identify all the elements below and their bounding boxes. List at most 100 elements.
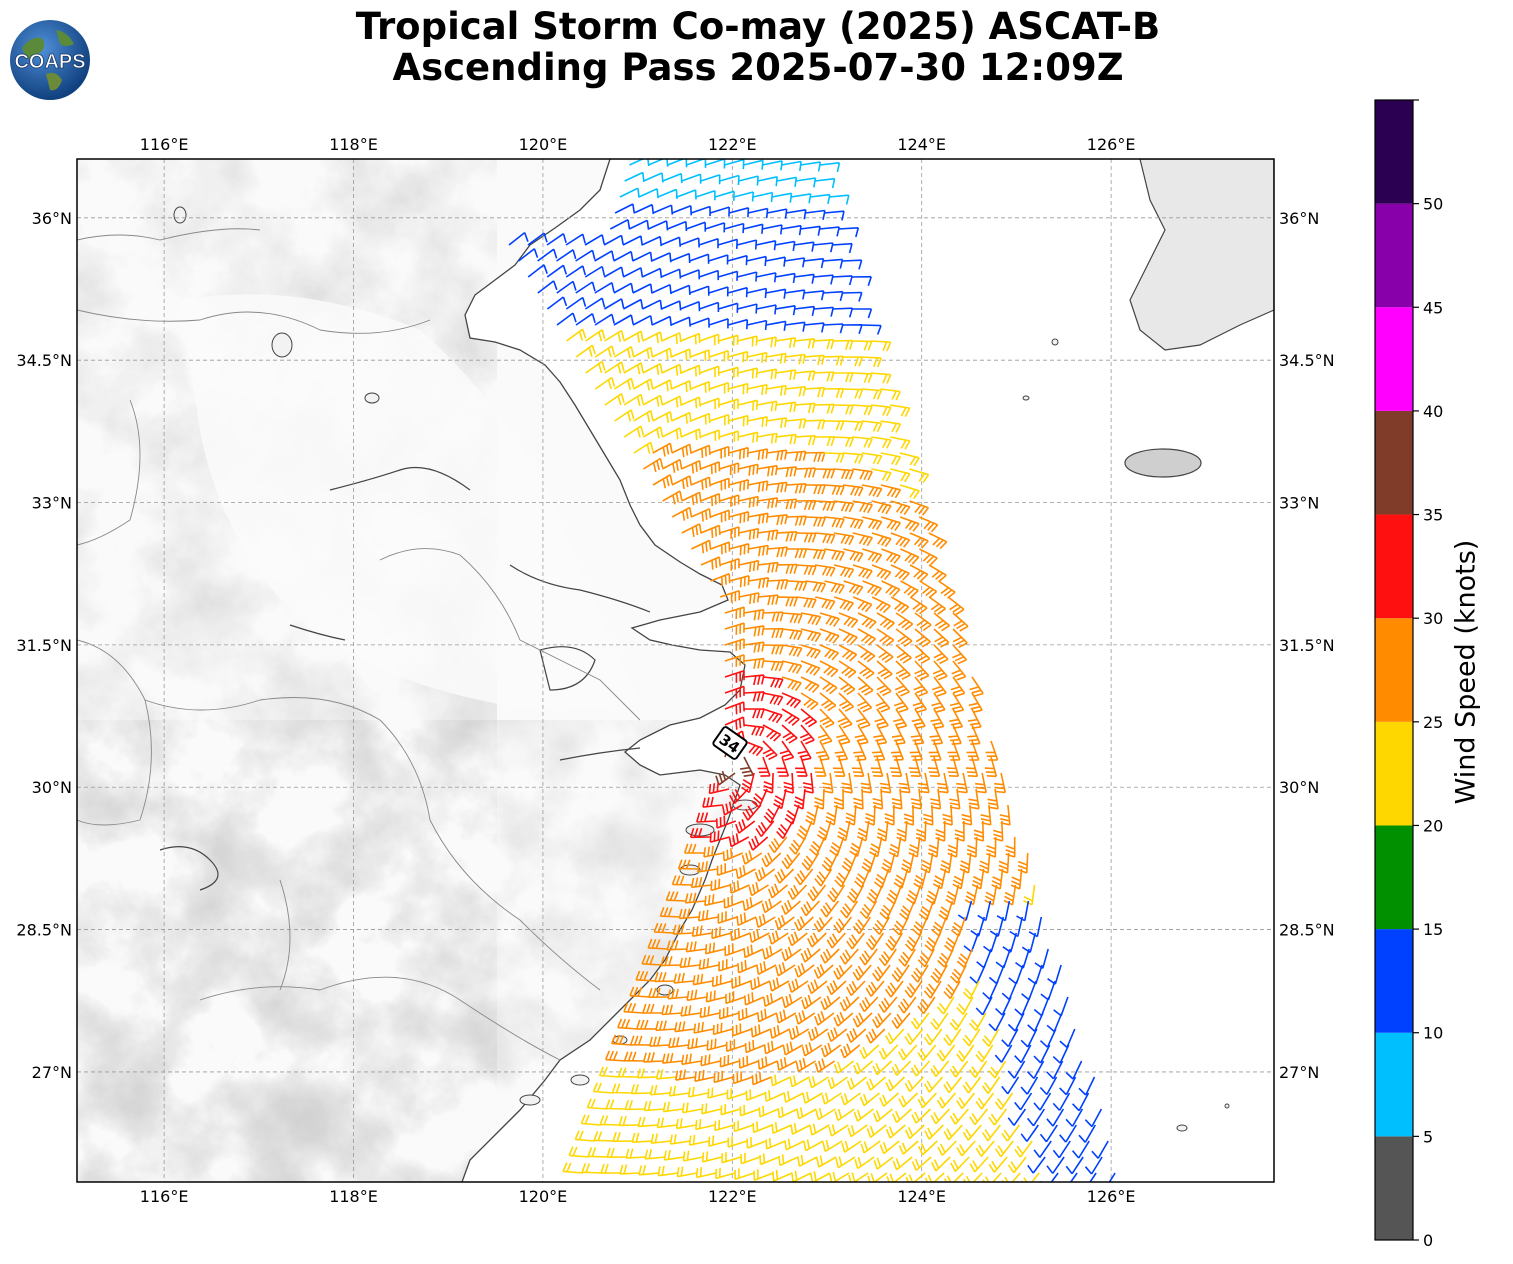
- wind-barb: [864, 804, 876, 826]
- wind-barb: [686, 989, 708, 1002]
- wind-barb: [805, 548, 827, 560]
- wind-barb: [841, 1140, 862, 1153]
- wind-barb: [841, 291, 863, 302]
- wind-barb: [771, 192, 793, 203]
- wind-barb: [904, 932, 923, 952]
- wind-barb: [718, 302, 739, 313]
- lat-tick-label-right: 31.5°N: [1279, 636, 1335, 655]
- wind-barb: [1001, 1124, 1020, 1142]
- wind-barb: [632, 346, 654, 359]
- wind-barb: [585, 329, 606, 342]
- wind-barb: [794, 963, 815, 978]
- wind-barb: [988, 1156, 1008, 1173]
- wind-barb: [537, 248, 558, 262]
- colorbar-segment: [1375, 618, 1413, 722]
- wind-barb: [768, 930, 789, 945]
- wind-barb: [633, 410, 654, 423]
- wind-barb: [1026, 1108, 1046, 1127]
- wind-barb: [708, 318, 729, 329]
- wind-barb: [857, 660, 875, 680]
- wind-barb: [758, 594, 779, 606]
- wind-barb: [923, 804, 934, 826]
- wind-barb: [762, 660, 784, 672]
- wind-barb: [644, 1149, 666, 1160]
- wind-barb: [605, 1099, 627, 1110]
- wind-barb: [924, 1124, 944, 1140]
- colorbar-tick-label: 40: [1423, 402, 1443, 421]
- wind-barb: [604, 393, 625, 406]
- wind-barb: [860, 324, 882, 335]
- wind-barb: [623, 330, 644, 343]
- wind-barb: [914, 644, 931, 664]
- wind-barb: [761, 898, 782, 914]
- chart-title: Tropical Storm Co-may (2025) ASCAT-B Asc…: [170, 6, 1346, 88]
- wind-barb: [911, 916, 929, 936]
- wind-barb: [1033, 1092, 1052, 1111]
- wind-barb: [861, 484, 883, 498]
- wind-barb: [892, 1156, 913, 1171]
- wind-barb: [949, 788, 961, 810]
- wind-barb: [837, 708, 853, 729]
- wind-barb: [643, 1100, 665, 1112]
- wind-barb: [910, 788, 922, 810]
- wind-barb: [669, 1134, 691, 1145]
- wind-barb: [776, 563, 798, 575]
- wind-barb: [779, 740, 795, 761]
- wind-barb: [1084, 1156, 1103, 1175]
- wind-barb: [622, 235, 643, 246]
- wind-barb: [714, 1119, 735, 1132]
- wind-barb: [975, 1140, 995, 1157]
- wind-barb: [796, 820, 813, 841]
- wind-barb: [854, 724, 869, 745]
- wind-barb: [853, 1060, 874, 1075]
- wind-barb: [857, 612, 877, 630]
- wind-barb: [861, 420, 883, 433]
- wind-barb: [908, 756, 922, 777]
- wind-barb: [740, 772, 755, 794]
- wind-barb: [930, 708, 945, 729]
- colorbar-tick-label: 0: [1423, 1231, 1433, 1250]
- wind-barb: [752, 191, 774, 203]
- wind-barb: [699, 365, 720, 378]
- colorbar-segment: [1375, 929, 1413, 1033]
- wind-barb: [807, 1026, 829, 1042]
- wind-barb: [1065, 1156, 1084, 1175]
- wind-barb: [935, 820, 946, 842]
- wind-barb: [988, 1012, 1006, 1032]
- wind-barb: [871, 468, 892, 482]
- wind-barb: [969, 1156, 989, 1173]
- wind-barb: [705, 159, 726, 169]
- lat-tick-label-left: 31.5°N: [16, 636, 72, 655]
- wind-barb: [709, 477, 730, 491]
- wind-barb: [762, 692, 784, 706]
- wind-barb: [632, 314, 653, 326]
- wind-barb: [943, 1124, 963, 1141]
- wind-barb: [755, 240, 777, 251]
- wind-barb: [775, 962, 796, 977]
- wind-barb: [819, 708, 835, 729]
- wind-barb: [1027, 1012, 1044, 1032]
- wind-barb: [911, 1156, 932, 1171]
- wind-barb: [914, 612, 932, 632]
- wind-barb: [950, 1156, 970, 1172]
- wind-barb: [704, 942, 726, 955]
- wind-barb: [592, 1082, 614, 1094]
- wind-barb: [776, 820, 794, 840]
- wind-barb: [743, 625, 765, 637]
- wind-barb: [1007, 1108, 1027, 1126]
- wind-barb: [923, 1028, 943, 1046]
- wind-barb: [923, 1076, 944, 1093]
- wind-barb: [962, 1028, 981, 1047]
- wind-barb: [928, 596, 946, 615]
- wind-barb: [776, 498, 798, 510]
- wind-barb: [711, 926, 732, 940]
- wind-barb: [816, 1155, 837, 1168]
- wind-barb: [904, 1076, 925, 1093]
- wind-barb: [833, 532, 855, 546]
- wind-barb: [861, 452, 883, 465]
- wind-barb: [711, 974, 733, 988]
- wind-barb: [774, 240, 796, 252]
- wind-barb: [681, 491, 702, 506]
- wind-barb: [755, 820, 775, 838]
- wind-barb: [861, 388, 883, 400]
